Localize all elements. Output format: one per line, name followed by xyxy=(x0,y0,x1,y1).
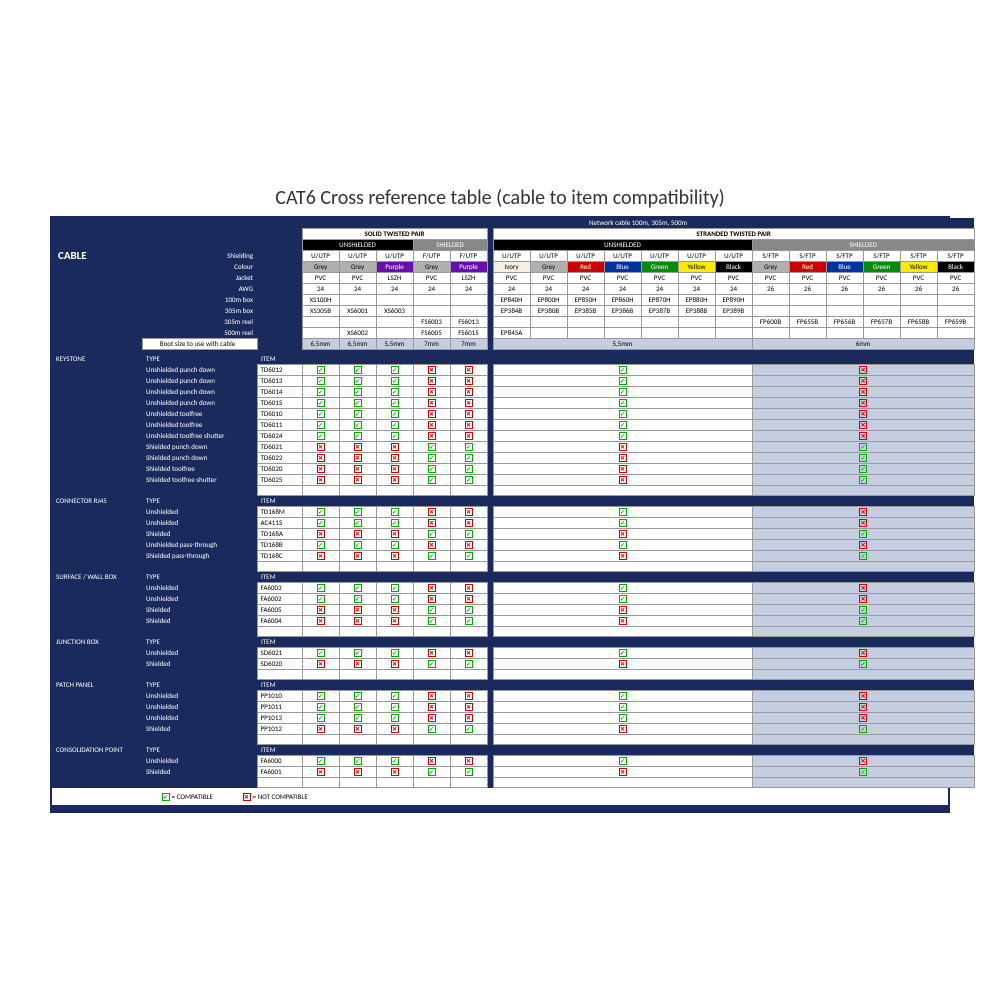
legend-compatible: ✓ = COMPATIBLE xyxy=(162,792,213,801)
legend-not-compatible: ✕ = NOT COMPATIBLE xyxy=(243,792,308,801)
bottom-border xyxy=(52,805,948,811)
table-frame: Network cable 100m, 305m, 500mSOLID TWIS… xyxy=(50,216,950,813)
page-container: CAT6 Cross reference table (cable to ite… xyxy=(50,186,950,813)
legend: ✓ = COMPATIBLE ✕ = NOT COMPATIBLE xyxy=(52,788,948,805)
page-title: CAT6 Cross reference table (cable to ite… xyxy=(50,186,950,210)
compatibility-table: Network cable 100m, 305m, 500mSOLID TWIS… xyxy=(52,218,975,788)
